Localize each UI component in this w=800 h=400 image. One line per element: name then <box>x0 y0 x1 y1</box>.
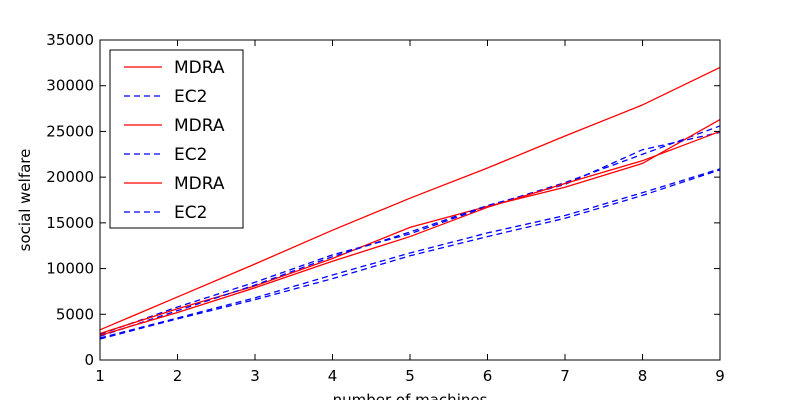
y-tick-label: 0 <box>84 351 94 369</box>
x-tick-label: 7 <box>560 367 570 385</box>
series-line-ec2-5 <box>99 169 721 340</box>
legend-label: EC2 <box>174 87 207 107</box>
series-layer <box>99 66 721 340</box>
legend-label: MDRA <box>174 174 225 194</box>
y-axis-label: social welfare <box>16 149 34 252</box>
y-tick-label: 30000 <box>46 77 94 95</box>
x-tick-label: 5 <box>405 367 415 385</box>
legend-box <box>109 49 244 229</box>
ticks-layer: 1 2 3 4 5 6 7 8 9 0 5000 10000 15000 20000 25000 30000 3… <box>46 31 724 385</box>
x-tick-label: 9 <box>715 367 725 385</box>
legend-label: EC2 <box>174 203 207 223</box>
y-tick-label: 10000 <box>46 260 94 278</box>
y-tick-label: 15000 <box>46 214 94 232</box>
x-tick-label: 8 <box>638 367 648 385</box>
series-line-mdra-2 <box>99 118 721 335</box>
series-line-mdra-4 <box>99 130 721 336</box>
x-tick-label: 4 <box>328 367 338 385</box>
legend-label: EC2 <box>174 145 207 165</box>
x-tick-label: 3 <box>250 367 260 385</box>
legend-label: MDRA <box>174 116 225 136</box>
legend-label: MDRA <box>174 58 225 78</box>
series-line-ec2-3 <box>99 131 721 337</box>
series-line-unlabeled-6 <box>99 168 721 339</box>
y-tick-label: 35000 <box>46 31 94 49</box>
series-line-mdra-0 <box>99 66 721 331</box>
y-tick-label: 5000 <box>56 305 94 323</box>
legend: MDRA EC2 MDRA EC2 MDRA EC2 <box>109 49 244 229</box>
y-tick-label: 20000 <box>46 168 94 186</box>
x-tick-label: 1 <box>95 367 105 385</box>
x-tick-label: 6 <box>483 367 493 385</box>
x-tick-label: 2 <box>173 367 183 385</box>
series-line-ec2-1 <box>99 125 721 336</box>
x-axis-label: number of machines <box>333 391 488 400</box>
y-tick-label: 25000 <box>46 122 94 140</box>
